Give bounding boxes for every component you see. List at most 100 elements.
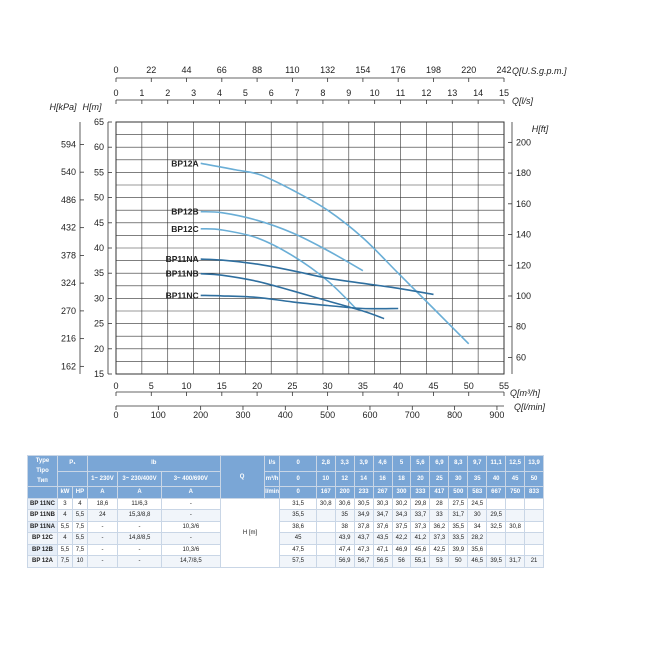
table-cell bbox=[505, 532, 526, 545]
table-header-cell: 833 bbox=[524, 486, 545, 499]
table-header-cell: 500 bbox=[448, 486, 469, 499]
table-cell: 34,7 bbox=[372, 509, 393, 522]
chart-grid bbox=[115, 121, 505, 375]
table-cell: 56,5 bbox=[372, 555, 393, 568]
table-header-cell: 667 bbox=[486, 486, 507, 499]
bottom-m3h-tick-label: 30 bbox=[323, 381, 333, 391]
table-cell: 29,5 bbox=[486, 509, 507, 522]
top-gpm-tick-label: 110 bbox=[285, 65, 299, 75]
table-cell: 4 bbox=[56, 532, 73, 545]
table-header-cell: 12 bbox=[334, 470, 355, 487]
table-cell: 24 bbox=[86, 509, 118, 522]
left-kpa-tick-label: 594 bbox=[61, 139, 76, 149]
top-ls-tick-label: 4 bbox=[217, 88, 222, 98]
curve-bp12b bbox=[200, 210, 364, 272]
top-gpm-axis-title: Q[U.S.g.p.m.] bbox=[512, 66, 567, 76]
curve-label-bp11nb: BP11NB bbox=[166, 269, 199, 279]
right-ft-tick-label: 120 bbox=[516, 260, 531, 270]
table-header-cell: 45 bbox=[505, 470, 526, 487]
table-header-row: 1~ 230V 3~ 230/400V 3~ 400/690V m³/h 0 10 12 14… bbox=[28, 470, 582, 487]
table-header-cell: 3,3 bbox=[334, 455, 355, 472]
table-cell: 47,3 bbox=[353, 543, 374, 556]
table-header-cell: 12,5 bbox=[505, 455, 526, 472]
top-ls-tick-label: 2 bbox=[165, 88, 170, 98]
table-cell: 7,5 bbox=[56, 555, 73, 568]
bottom-lmin-axis-title: Q[l/min] bbox=[514, 402, 546, 412]
right-ft-tick-label: 80 bbox=[516, 322, 526, 332]
right-ft-tick-label: 200 bbox=[516, 137, 531, 147]
top-gpm-tick-label: 176 bbox=[391, 65, 406, 75]
top-gpm-tick-label: 44 bbox=[182, 65, 192, 75]
curve-label-bp12c: BP12C bbox=[171, 224, 198, 234]
table-cell bbox=[524, 532, 545, 545]
top-ls-axis-title: Q[l/s] bbox=[512, 96, 534, 106]
table-header-cell: m³/h bbox=[263, 470, 281, 487]
table-header-cell: 6,9 bbox=[429, 455, 450, 472]
table-cell: 29,8 bbox=[410, 497, 431, 510]
table-row: BP 11NB 4 5,5 24 15,3/8,8- 35,5 35 34,9 34,7 34,3… bbox=[27, 509, 582, 522]
table-cell bbox=[524, 497, 545, 510]
left-kpa-tick-label: 378 bbox=[61, 250, 76, 260]
table-cell: 30,8 bbox=[505, 520, 526, 533]
top-ls-tick-label: 10 bbox=[370, 88, 380, 98]
table-cell: 14,7/8,5 bbox=[161, 555, 221, 568]
table-header-cell: 167 bbox=[315, 486, 336, 499]
table-cell: - bbox=[161, 509, 221, 522]
top-ls-tick-label: 1 bbox=[139, 88, 144, 98]
table-header-cell: 25 bbox=[429, 470, 450, 487]
table-cell: - bbox=[86, 520, 118, 533]
table-cell: 7,5 bbox=[71, 543, 88, 556]
table-cell: 30,3 bbox=[372, 497, 393, 510]
right-ft-axis-title: H[ft] bbox=[532, 124, 549, 134]
table-cell: 33,5 bbox=[448, 532, 469, 545]
table-model-cell: BP 12A bbox=[27, 555, 58, 568]
table-cell: 5,5 bbox=[56, 520, 73, 533]
table-cell: 56,9 bbox=[334, 555, 355, 568]
table-header-cell: Ib bbox=[86, 455, 221, 472]
table-cell: - bbox=[86, 543, 118, 556]
table-cell: 36,2 bbox=[429, 520, 450, 533]
table-cell bbox=[524, 509, 545, 522]
left-m-tick-label: 25 bbox=[94, 319, 104, 329]
table-cell bbox=[315, 509, 336, 522]
table-model-cell: BP 11NC bbox=[27, 497, 58, 510]
top-gpm-tick-label: 88 bbox=[252, 65, 262, 75]
right-ft-tick-label: 100 bbox=[516, 291, 531, 301]
table-cell bbox=[505, 497, 526, 510]
bottom-m3h-tick-label: 55 bbox=[499, 381, 509, 391]
right-ft-tick-label: 60 bbox=[516, 352, 526, 362]
left-kpa-axis-title: H[kPa] bbox=[49, 102, 77, 112]
table-cell: - bbox=[161, 497, 221, 510]
table-row: BP 11NA 5,5 7,5- -10,3/6 38,6 38 37,8 37,6 37,5 3… bbox=[27, 520, 582, 533]
table-cell: 35,6 bbox=[467, 543, 488, 556]
table-cell: 56 bbox=[391, 555, 412, 568]
table-header-cell: P₁ bbox=[56, 455, 88, 472]
table-row: BP 12A 7,5 10- -14,7/8,5 57,5 56,9 56,7 56,5 56 5… bbox=[27, 555, 582, 568]
table-cell: 47,5 bbox=[279, 543, 317, 556]
table-cell: 28,2 bbox=[467, 532, 488, 545]
table-model-cell: BP 12B bbox=[27, 543, 58, 556]
table-header-cell: Type Tipo Тип bbox=[27, 455, 58, 487]
table-cell bbox=[505, 543, 526, 556]
table-header-cell: 3,9 bbox=[353, 455, 374, 472]
table-header-cell: 417 bbox=[429, 486, 450, 499]
left-m-tick-label: 45 bbox=[94, 218, 104, 228]
bottom-m3h-tick-label: 5 bbox=[149, 381, 154, 391]
top-ls-tick-label: 5 bbox=[243, 88, 248, 98]
table-header-cell: 267 bbox=[372, 486, 393, 499]
left-m-tick-label: 50 bbox=[94, 193, 104, 203]
table-cell: 33,7 bbox=[410, 509, 431, 522]
bottom-m3h-axis-title: Q[m³/h] bbox=[510, 388, 541, 398]
table-cell: 31,7 bbox=[505, 555, 526, 568]
table-cell: 43,5 bbox=[372, 532, 393, 545]
top-gpm-tick-label: 66 bbox=[217, 65, 227, 75]
left-m-tick-label: 15 bbox=[94, 369, 104, 379]
table-cell: - bbox=[86, 532, 118, 545]
table-cell bbox=[505, 509, 526, 522]
curve-label-bp11nc: BP11NC bbox=[166, 290, 199, 300]
left-kpa-tick-label: 540 bbox=[61, 167, 76, 177]
table-cell: 35,5 bbox=[279, 509, 317, 522]
table-header-cell: kW bbox=[56, 486, 73, 499]
table-header-cell: l/s bbox=[263, 455, 281, 472]
